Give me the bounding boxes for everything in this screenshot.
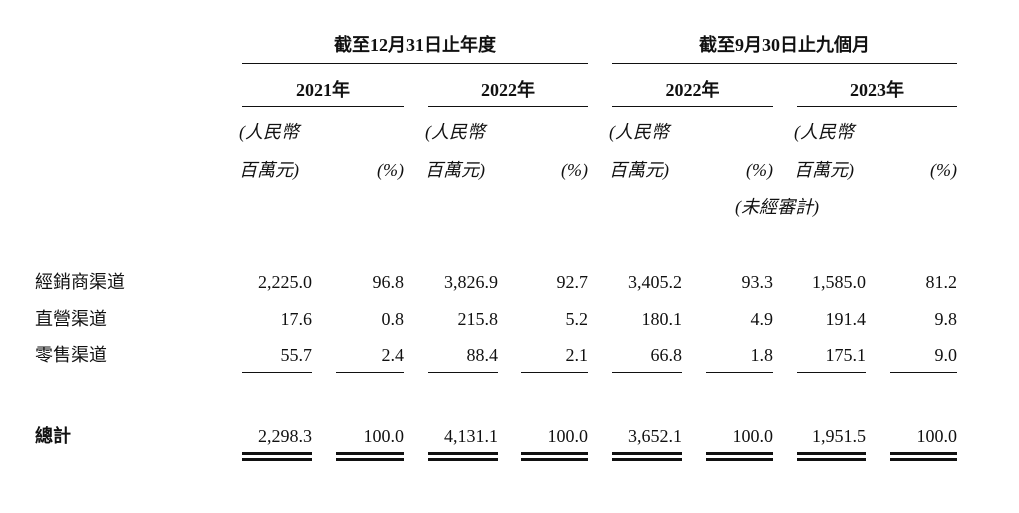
unit-amount: 百萬元)	[239, 160, 299, 180]
rule	[890, 452, 957, 455]
cell: 1.8	[750, 345, 774, 365]
total-label: 總計	[35, 426, 71, 446]
cell: 17.6	[280, 309, 313, 329]
year-header: 2023年	[850, 80, 904, 100]
unit-percent: (%)	[930, 160, 957, 180]
rule	[428, 106, 588, 107]
rule	[612, 372, 682, 373]
total-cell: 100.0	[732, 426, 774, 446]
cell: 81.2	[925, 272, 958, 292]
unit-amount: 百萬元)	[425, 160, 485, 180]
rule	[521, 452, 588, 455]
cell: 191.4	[825, 309, 867, 329]
cell: 2.1	[565, 345, 589, 365]
cell: 93.3	[741, 272, 774, 292]
cell: 3,826.9	[444, 272, 498, 292]
unit-amount: (人民幣	[239, 122, 299, 142]
cell: 175.1	[825, 345, 867, 365]
rule	[242, 372, 312, 373]
row-label: 經銷商渠道	[35, 272, 125, 292]
year-header: 2022年	[481, 80, 535, 100]
rule	[890, 458, 957, 461]
row-label: 直營渠道	[35, 309, 107, 329]
total-cell: 3,652.1	[628, 426, 682, 446]
unit-percent: (%)	[746, 160, 773, 180]
total-cell: 100.0	[916, 426, 958, 446]
cell: 88.4	[466, 345, 499, 365]
rule	[242, 63, 588, 64]
rule	[797, 452, 866, 455]
group-title: 截至12月31日止年度	[334, 35, 496, 55]
cell: 2,225.0	[258, 272, 312, 292]
year-header: 2021年	[296, 80, 350, 100]
cell: 180.1	[641, 309, 683, 329]
cell: 0.8	[381, 309, 405, 329]
total-cell: 1,951.5	[812, 426, 866, 446]
year-header: 2022年	[665, 80, 720, 100]
rule	[797, 372, 866, 373]
rule	[242, 458, 312, 461]
cell: 215.8	[457, 309, 499, 329]
cell: 5.2	[565, 309, 589, 329]
rule	[242, 106, 404, 107]
cell: 9.0	[934, 345, 958, 365]
rule	[242, 452, 312, 455]
rule	[612, 452, 682, 455]
total-cell: 100.0	[547, 426, 589, 446]
rule	[612, 458, 682, 461]
rule	[797, 106, 957, 107]
rule	[797, 458, 866, 461]
cell: 2.4	[381, 345, 405, 365]
unit-amount: (人民幣	[794, 122, 854, 142]
rule	[336, 452, 404, 455]
total-cell: 2,298.3	[258, 426, 312, 446]
rule	[890, 372, 957, 373]
unit-amount: (人民幣	[425, 122, 485, 142]
rule	[336, 372, 404, 373]
cell: 92.7	[556, 272, 589, 292]
rule	[706, 372, 773, 373]
group-title: 截至9月30日止九個月	[699, 35, 870, 55]
cell: 55.7	[280, 345, 313, 365]
row-label: 零售渠道	[35, 345, 107, 365]
rule	[428, 452, 498, 455]
unit-percent: (%)	[561, 160, 588, 180]
rule	[706, 458, 773, 461]
rule	[428, 458, 498, 461]
unaudited-note: (未經審計)	[735, 197, 819, 217]
cell: 66.8	[650, 345, 683, 365]
rule	[521, 372, 588, 373]
cell: 96.8	[372, 272, 405, 292]
unit-amount: 百萬元)	[609, 160, 669, 180]
rule	[521, 458, 588, 461]
total-cell: 4,131.1	[444, 426, 498, 446]
rule	[612, 63, 957, 64]
cell: 9.8	[934, 309, 958, 329]
unit-amount: (人民幣	[609, 122, 669, 142]
rule	[428, 372, 498, 373]
cell: 1,585.0	[812, 272, 866, 292]
cell: 3,405.2	[628, 272, 682, 292]
total-cell: 100.0	[363, 426, 405, 446]
unit-percent: (%)	[377, 160, 404, 180]
rule	[706, 452, 773, 455]
rule	[612, 106, 773, 107]
unit-amount: 百萬元)	[794, 160, 854, 180]
rule	[336, 458, 404, 461]
cell: 4.9	[750, 309, 774, 329]
